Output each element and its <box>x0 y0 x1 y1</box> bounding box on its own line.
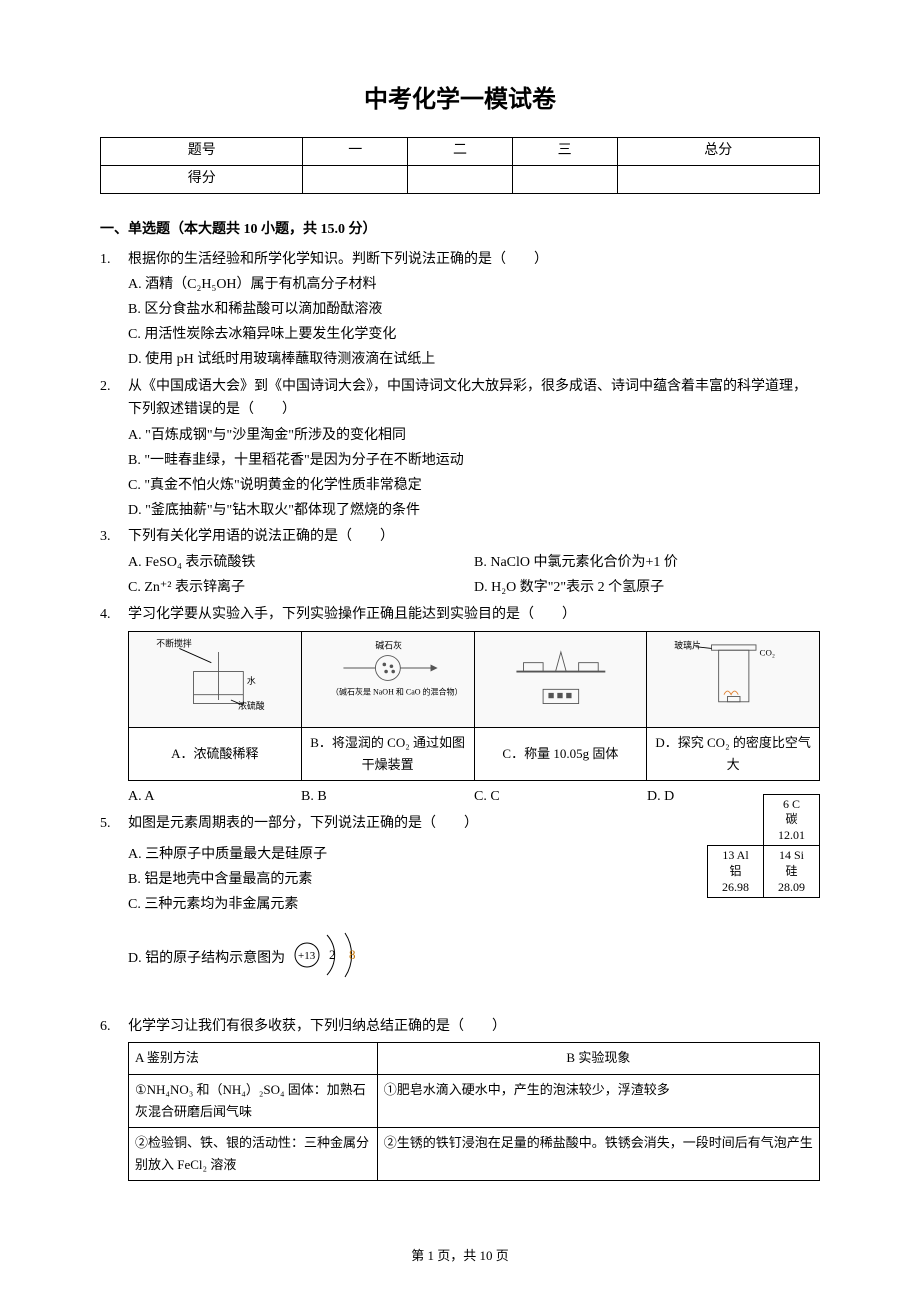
q4-diagram-a-icon: 不断搅拌 水 浓硫酸 <box>133 636 297 716</box>
q1-num: 1. <box>100 248 128 373</box>
q2-stem: 从《中国成语大会》到《中国诗词大会》，中国诗词文化大放异彩，很多成语、诗词中蕴含… <box>128 375 820 423</box>
q1-opt-b: B. 区分食盐水和稀盐酸可以滴加酚酞溶液 <box>128 298 820 322</box>
score-cell-total <box>617 165 819 193</box>
svg-text:玻璃片: 玻璃片 <box>674 639 701 650</box>
svg-text:CO₂: CO₂ <box>760 647 775 657</box>
q4-opt-c: C. C <box>474 785 647 809</box>
q2-opt-a: A. "百炼成钢"与"沙里淘金"所涉及的变化相同 <box>128 424 820 448</box>
page-footer: 第 1 页，共 10 页 <box>100 1245 820 1267</box>
q6-b2: ②生锈的铁钉浸泡在足量的稀盐酸中。铁锈会消失，一段时间后有气泡产生 <box>377 1127 819 1180</box>
q4-diagram-c-icon <box>479 636 643 716</box>
q2-opt-c: C. "真金不怕火炼"说明黄金的化学性质非常稳定 <box>128 474 820 498</box>
q4-cell-d: D．探究 CO₂ 的密度比空气大 <box>647 727 820 780</box>
q6-b1: ①肥皂水滴入硬水中，产生的泡沫较少，浮渣较多 <box>377 1074 819 1127</box>
q4-table: 不断搅拌 水 浓硫酸 碱石灰 <box>128 631 820 781</box>
score-header-2: 二 <box>408 137 513 165</box>
q1-stem: 根据你的生活经验和所学化学知识。判断下列说法正确的是（ ） <box>128 248 820 272</box>
q4-stem: 学习化学要从实验入手，下列实验操作正确且能达到实验目的是（ ） <box>128 603 820 627</box>
q3-opt-c: C. Zn⁺² 表示锌离子 <box>128 576 474 600</box>
q4-cell-a: A．浓硫酸稀释 <box>129 727 302 780</box>
question-1: 1. 根据你的生活经验和所学化学知识。判断下列说法正确的是（ ） A. 酒精（C… <box>100 248 820 373</box>
q3-opt-d: D. H₂O 数字"2"表示 2 个氢原子 <box>474 576 820 600</box>
score-cell-3 <box>512 165 617 193</box>
q3-opt-b: B. NaClO 中氯元素化合价为+1 价 <box>474 551 820 575</box>
q5-periodic-table: 6 C 碳 12.01 13 Al 铝 26.98 14 Si 硅 28.09 <box>707 794 820 899</box>
q4-img-a: 不断搅拌 水 浓硫酸 <box>129 631 302 727</box>
svg-text:水: 水 <box>247 675 256 686</box>
q3-opt-a: A. FeSO₄ 表示硫酸铁 <box>128 551 474 575</box>
page-title: 中考化学一模试卷 <box>100 80 820 121</box>
q6-stem: 化学学习让我们有很多收获，下列归纳总结正确的是（ ） <box>128 1015 820 1039</box>
q4-opt-b: B. B <box>301 785 474 809</box>
question-5: 5. 6 C 碳 12.01 13 Al 铝 26.98 14 Si <box>100 812 820 993</box>
q2-opt-d: D. "釜底抽薪"与"钻木取火"都体现了燃烧的条件 <box>128 499 820 523</box>
q6-a2: ②检验铜、铁、银的活动性：三种金属分别放入 FeCl₂ 溶液 <box>129 1127 378 1180</box>
score-cell-1 <box>303 165 408 193</box>
q2-num: 2. <box>100 375 128 524</box>
q6-a1: ①NH₄NO₃ 和（NH₄）₂SO₄ 固体：加熟石灰混合研磨后闻气味 <box>129 1074 378 1127</box>
q6-head-a: A 鉴别方法 <box>129 1043 378 1074</box>
q5-num: 5. <box>100 812 128 993</box>
svg-text:（碱石灰是 NaOH 和 CaO 的混合物）: （碱石灰是 NaOH 和 CaO 的混合物） <box>331 686 463 696</box>
q1-opt-d: D. 使用 pH 试纸时用玻璃棒蘸取待测液滴在试纸上 <box>128 348 820 372</box>
svg-text:2: 2 <box>329 947 336 962</box>
q4-img-b: 碱石灰 （碱石灰是 NaOH 和 CaO 的混合物） <box>301 631 474 727</box>
q4-diagram-d-icon: 玻璃片 CO₂ <box>651 636 815 716</box>
section-heading: 一、单选题（本大题共 10 小题，共 15.0 分） <box>100 218 820 242</box>
q4-img-d: 玻璃片 CO₂ <box>647 631 820 727</box>
svg-text:8: 8 <box>349 947 356 962</box>
svg-text:不断搅拌: 不断搅拌 <box>156 637 192 648</box>
q6-head-b: B 实验现象 <box>377 1043 819 1074</box>
q5-opt-d: D. 铝的原子结构示意图为 +13 2 8 <box>128 927 820 992</box>
q1-opt-c: C. 用活性炭除去冰箱异味上要发生化学变化 <box>128 323 820 347</box>
q4-cell-c: C．称量 10.05g 固体 <box>474 727 647 780</box>
question-2: 2. 从《中国成语大会》到《中国诗词大会》，中国诗词文化大放异彩，很多成语、诗词… <box>100 375 820 524</box>
score-header-0: 题号 <box>101 137 303 165</box>
q5-cell-c: 6 C 碳 12.01 <box>764 794 820 846</box>
question-3: 3. 下列有关化学用语的说法正确的是（ ） A. FeSO₄ 表示硫酸铁 B. … <box>100 525 820 600</box>
score-cell-2 <box>408 165 513 193</box>
question-4: 4. 学习化学要从实验入手，下列实验操作正确且能达到实验目的是（ ） 不断搅拌 … <box>100 603 820 810</box>
score-header-1: 一 <box>303 137 408 165</box>
q5-cell-al: 13 Al 铝 26.98 <box>708 846 764 898</box>
q4-cell-b: B．将湿润的 CO₂ 通过如图干燥装置 <box>301 727 474 780</box>
svg-text:碱石灰: 碱石灰 <box>375 639 402 650</box>
q1-opt-a: A. 酒精（C₂H₅OH）属于有机高分子材料 <box>128 273 820 297</box>
q3-stem: 下列有关化学用语的说法正确的是（ ） <box>128 525 820 549</box>
q4-opt-a: A. A <box>128 785 301 809</box>
question-6: 6. 化学学习让我们有很多收获，下列归纳总结正确的是（ ） A 鉴别方法 B 实… <box>100 1015 820 1185</box>
score-header-3: 三 <box>512 137 617 165</box>
q5-cell-si: 14 Si 硅 28.09 <box>764 846 820 898</box>
q3-num: 3. <box>100 525 128 600</box>
score-header-4: 总分 <box>617 137 819 165</box>
q2-opt-b: B. "一畦春韭绿，十里稻花香"是因为分子在不断地运动 <box>128 449 820 473</box>
score-table: 题号 一 二 三 总分 得分 <box>100 137 820 194</box>
svg-text:浓硫酸: 浓硫酸 <box>238 699 265 710</box>
q4-diagram-b-icon: 碱石灰 （碱石灰是 NaOH 和 CaO 的混合物） <box>306 636 470 716</box>
q4-img-c <box>474 631 647 727</box>
atom-structure-icon: +13 2 8 <box>289 927 369 992</box>
svg-text:+13: +13 <box>298 950 316 962</box>
q6-num: 6. <box>100 1015 128 1185</box>
score-row-label: 得分 <box>101 165 303 193</box>
q6-table: A 鉴别方法 B 实验现象 ①NH₄NO₃ 和（NH₄）₂SO₄ 固体：加熟石灰… <box>128 1042 820 1180</box>
q4-num: 4. <box>100 603 128 810</box>
